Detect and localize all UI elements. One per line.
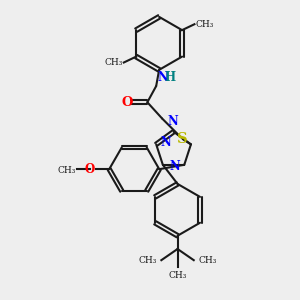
Text: CH₃: CH₃ xyxy=(168,271,187,280)
Text: N: N xyxy=(169,160,180,173)
Text: O: O xyxy=(84,163,94,176)
Text: N: N xyxy=(168,115,178,128)
Text: CH₃: CH₃ xyxy=(198,256,217,265)
Text: H: H xyxy=(164,71,175,84)
Text: CH₃: CH₃ xyxy=(195,20,213,29)
Text: CH₃: CH₃ xyxy=(105,58,123,67)
Text: S: S xyxy=(177,132,188,146)
Text: N: N xyxy=(160,136,171,149)
Text: CH₃: CH₃ xyxy=(58,166,76,175)
Text: O: O xyxy=(122,96,133,109)
Text: N: N xyxy=(158,71,169,84)
Text: CH₃: CH₃ xyxy=(139,256,157,265)
